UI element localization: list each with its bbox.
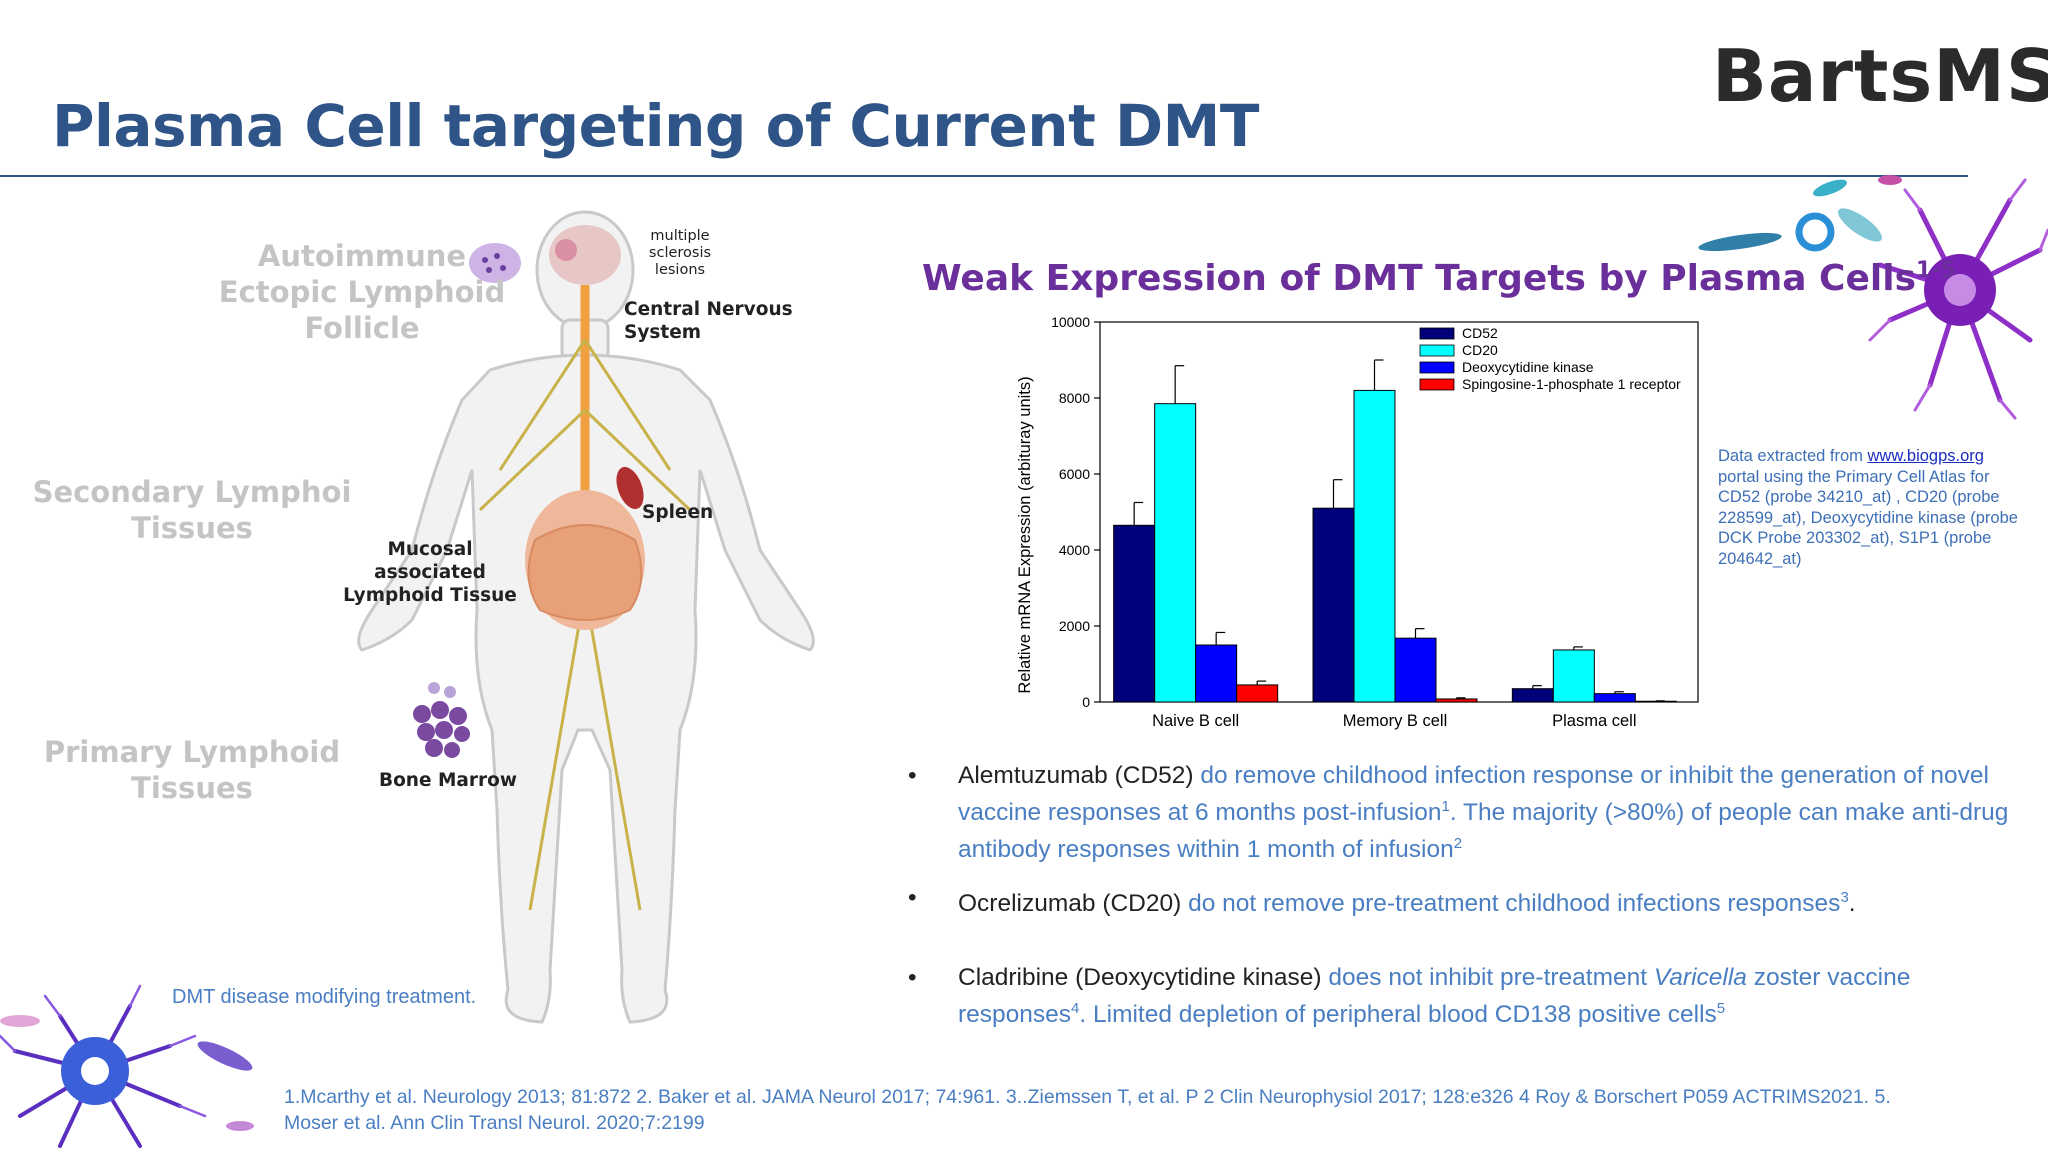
bone-marrow-cells-icon: [413, 682, 470, 758]
source-rest: portal using the Primary Cell Atlas for …: [1718, 467, 2018, 568]
y-tick-label: 8000: [1059, 390, 1090, 406]
secondary-line-1: Secondary Lymphoi: [32, 475, 352, 509]
legend-label: Spingosine-1-phosphate 1 receptor: [1462, 376, 1681, 392]
chart-heading-sup: 1-5: [1916, 258, 1956, 283]
bullet-citation: 1: [1441, 798, 1450, 815]
y-tick-label: 6000: [1059, 466, 1090, 482]
chart-axes: 0 2000 4000 6000 8000 10000 Naive B cell Memory…: [1051, 314, 1699, 730]
ectopic-line-1: Autoimmune: [257, 239, 467, 273]
bullet-text: do remove childhood infection response o…: [958, 762, 1989, 827]
x-tick-label: Naive B cell: [1152, 712, 1239, 730]
secondary-lymphoid-label: Secondary Lymphoi Tissues: [32, 474, 352, 546]
bullet-dot: •: [908, 884, 917, 911]
legend-label: Deoxycytidine kinase: [1462, 359, 1594, 375]
bullet-text: . Limited depletion of peripheral blood …: [1079, 1001, 1717, 1029]
bar: [1236, 684, 1279, 703]
ectopic-line-3: Follicle: [304, 311, 420, 345]
bone-marrow-label: Bone Marrow: [379, 770, 517, 791]
references: 1.Mcarthy et al. Neurology 2013; 81:872 …: [284, 1086, 1891, 1134]
legend-label: CD52: [1462, 325, 1498, 341]
bar: [1195, 644, 1238, 703]
bar: [1312, 507, 1355, 703]
expression-bar-chart: 0 2000 4000 6000 8000 10000 Naive B cell Memory…: [1016, 314, 1699, 730]
bullet-lead: Alemtuzumab (CD52): [958, 762, 1194, 789]
y-tick-label: 2000: [1059, 618, 1090, 634]
ectopic-line-2: Ectopic Lymphoid: [218, 275, 506, 309]
slide-title: Plasma Cell targeting of Current DMT: [52, 92, 1259, 160]
bar: [1634, 700, 1677, 703]
dmt-footnote: DMT disease modifying treatment.: [172, 986, 477, 1008]
human-body-illustration: [357, 210, 815, 1024]
bullet-dot: •: [908, 762, 917, 789]
bar: [1353, 389, 1396, 703]
ms-lesions-line-1: multiple: [650, 228, 710, 244]
malt-line-1: Mucosal associated: [374, 539, 486, 583]
data-source-note: Data extracted from www.biogps.org porta…: [1718, 446, 2018, 569]
source-prefix: Data extracted from: [1718, 447, 1868, 465]
cns-label: Central Nervous System: [624, 298, 793, 344]
x-tick-label: Plasma cell: [1552, 712, 1636, 730]
bartsms-logo: BartsMS: [1712, 34, 2048, 118]
cns-line-2: System: [624, 322, 702, 343]
primary-lymphoid-label: Primary Lymphoid Tissues: [42, 734, 342, 806]
ms-lesions-line-2: sclerosis: [648, 245, 712, 261]
bullet-lead: Ocrelizumab (CD20): [958, 890, 1182, 918]
bullet-alemtuzumab: • Alemtuzumab (CD52) do remove childhood…: [908, 760, 2018, 863]
primary-line-1: Primary Lymphoid: [43, 735, 341, 769]
bullet-citation: 3: [1840, 889, 1849, 906]
bullet-citation: 5: [1716, 1000, 1726, 1017]
cns-line-1: Central Nervous: [624, 299, 793, 320]
bar: [1511, 688, 1554, 703]
chart-heading: Weak Expression of DMT Targets by Plasma…: [922, 258, 1956, 299]
title-divider: [0, 175, 1968, 177]
bar: [1552, 649, 1595, 703]
bullet-lead: Cladribine (Deoxycytidine kinase): [958, 964, 1322, 991]
decorative-cell-art-bottom-left: [0, 984, 254, 1148]
y-tick-label: 4000: [1059, 542, 1090, 558]
bar: [1154, 403, 1197, 703]
bullet-ocrelizumab: • Ocrelizumab (CD20) do not remove pre-t…: [908, 882, 2018, 918]
bullet-text: does not inhibit pre-treatment: [1321, 964, 1654, 991]
bar: [1394, 637, 1437, 703]
ms-lesions-line-3: lesions: [654, 262, 706, 278]
ms-lesions-label: multiple sclerosis lesions: [630, 228, 730, 279]
bullet-citation: 4: [1071, 1000, 1080, 1017]
bullet-text: . The majority (>80%) of people can make…: [958, 799, 2009, 864]
bullet-dot: •: [908, 964, 917, 991]
legend-swatch: [1419, 327, 1455, 340]
y-tick-label: 0: [1082, 694, 1090, 710]
bar: [1113, 524, 1156, 703]
biogps-link[interactable]: www.biogps.org: [1867, 447, 1984, 465]
chart-bars: [1113, 359, 1677, 703]
legend-swatch: [1419, 378, 1455, 391]
ectopic-follicle-label: Autoimmune Ectopic Lymphoid Follicle: [212, 238, 512, 346]
chart-heading-text: Weak Expression of DMT Targets by Plasma…: [922, 258, 1916, 299]
y-tick-label: 10000: [1051, 314, 1090, 330]
bar: [1435, 698, 1478, 703]
bar: [1593, 693, 1636, 703]
spleen-label: Spleen: [642, 502, 714, 523]
bullet-text: do not remove pre-treatment childhood in…: [1181, 890, 1841, 918]
legend-label: CD20: [1462, 342, 1498, 358]
bullet-italic: Varicella: [1653, 964, 1747, 991]
x-tick-label: Memory B cell: [1343, 712, 1448, 730]
malt-line-2: Lymphoid Tissue: [343, 585, 517, 606]
y-axis-label: Relative mRNA Expression (arbituray unit…: [1016, 376, 1034, 693]
primary-line-2: Tissues: [131, 771, 253, 805]
bullet-citation: 2: [1453, 835, 1463, 853]
bullet-tail: .: [1848, 890, 1856, 918]
bullet-cladribine: • Cladribine (Deoxycytidine kinase) does…: [908, 962, 2018, 1029]
legend-swatch: [1419, 344, 1455, 357]
legend-swatch: [1419, 361, 1455, 374]
malt-label: Mucosal associated Lymphoid Tissue: [340, 538, 520, 607]
secondary-line-2: Tissues: [131, 511, 253, 545]
bullet-text: zoster vaccine responses: [958, 964, 1911, 1029]
ectopic-follicle-icon: [469, 243, 521, 283]
decorative-cell-art-top-right: [1698, 175, 2048, 420]
